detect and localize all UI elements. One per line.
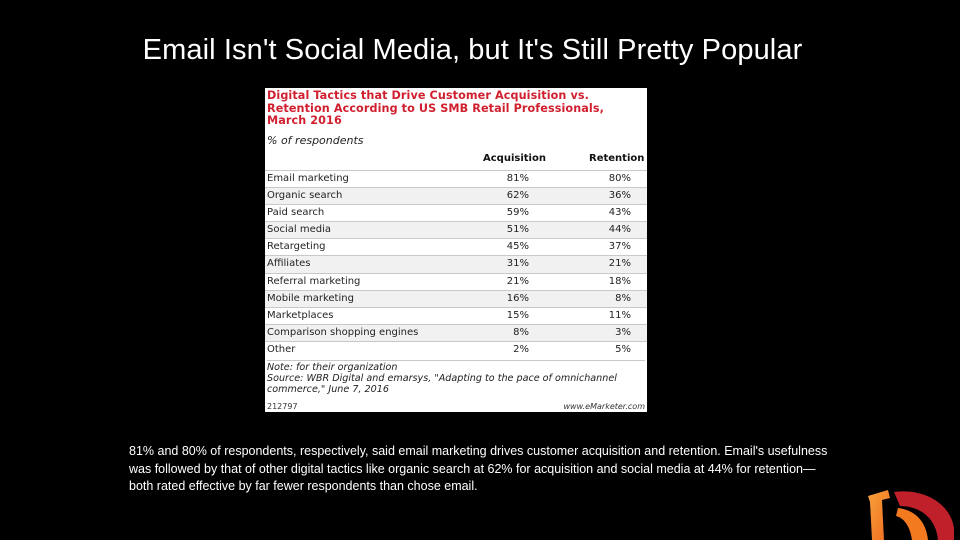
acquisition-value: 8% [513, 326, 529, 338]
row-label: Retargeting [267, 241, 326, 253]
table-row: Referral marketing 21% 18% [265, 272, 647, 290]
table-note: Note: for their organization [267, 362, 398, 373]
table-row: Marketplaces 15% 11% [265, 306, 647, 324]
row-label: Referral marketing [267, 275, 361, 287]
acquisition-value: 81% [506, 173, 529, 184]
row-label: Social media [267, 224, 331, 236]
acquisition-value: 31% [506, 258, 529, 270]
table-row: Email marketing 81% 80% [265, 170, 647, 187]
retention-value: 21% [608, 258, 631, 270]
table-row: Comparison shopping engines 8% 3% [265, 323, 647, 341]
table-row: Paid search 59% 43% [265, 204, 647, 221]
table-row: Affiliates 31% 21% [265, 255, 647, 273]
retention-value: 80% [608, 173, 631, 184]
table-rows: Email marketing 81% 80% Organic search 62% 3… [265, 170, 647, 358]
retention-value: 43% [608, 207, 631, 219]
retention-value: 5% [615, 343, 631, 355]
acquisition-value: 21% [506, 275, 529, 287]
slide-caption: 81% and 80% of respondents, respectively… [129, 444, 828, 493]
row-label: Other [267, 343, 296, 355]
table-row: Social media 51% 44% [265, 221, 647, 239]
table-footnote: Note: for their organization Source: WBR… [267, 360, 645, 395]
row-label: Affiliates [267, 258, 311, 270]
table-row: Organic search 62% 36% [265, 187, 647, 205]
acquisition-value: 45% [506, 241, 529, 253]
acquisition-value: 51% [506, 224, 529, 236]
data-table-image: Digital Tactics that Drive Customer Acqu… [265, 88, 647, 412]
column-header-retention: Retention [589, 153, 645, 164]
retention-value: 37% [608, 241, 631, 253]
table-subtitle: % of respondents [267, 134, 364, 147]
table-row: Other 2% 5% [265, 340, 647, 358]
retention-value: 44% [608, 224, 631, 236]
row-label: Paid search [267, 207, 325, 219]
acquisition-value: 15% [506, 309, 529, 321]
row-label: Marketplaces [267, 309, 334, 321]
acquisition-value: 16% [506, 292, 529, 304]
emarketer-brand: www.eMarketer.com [563, 402, 645, 411]
retention-value: 8% [615, 292, 631, 304]
table-row: Mobile marketing 16% 8% [265, 289, 647, 307]
table-title: Digital Tactics that Drive Customer Acqu… [267, 89, 604, 127]
acquisition-value: 2% [513, 343, 529, 355]
table-row: Retargeting 45% 37% [265, 238, 647, 255]
retention-value: 36% [608, 190, 631, 202]
slide-title: Email Isn't Social Media, but It's Still… [142, 34, 803, 66]
brand-logo-icon [868, 490, 954, 540]
retention-value: 3% [615, 326, 631, 338]
table-source: Source: WBR Digital and emarsys, "Adapti… [267, 373, 617, 395]
acquisition-value: 59% [506, 207, 529, 219]
retention-value: 11% [608, 309, 631, 321]
row-label: Mobile marketing [267, 292, 354, 304]
column-header-acquisition: Acquisition [483, 153, 546, 164]
row-label: Email marketing [267, 173, 349, 184]
acquisition-value: 62% [506, 190, 529, 202]
retention-value: 18% [608, 275, 631, 287]
chart-id: 212797 [267, 402, 298, 411]
row-label: Comparison shopping engines [267, 326, 419, 338]
row-label: Organic search [267, 190, 343, 202]
